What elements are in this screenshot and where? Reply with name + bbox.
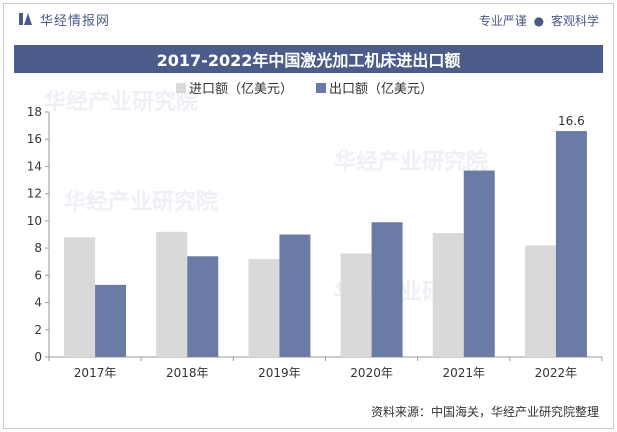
x-tick-label: 2022年 [535,366,578,380]
x-tick-label: 2019年 [258,366,301,380]
legend-swatch-export [316,83,326,93]
chart-title: 2017-2022年中国激光加工机床进出口额 [14,45,603,73]
bar-export [371,222,403,357]
bar-import [340,253,372,357]
bar-export [95,284,127,357]
y-tick-label: 6 [34,268,42,282]
bar-export [555,131,587,357]
bar-import [432,233,464,357]
y-tick-label: 4 [34,296,42,310]
brand: 华经情报网 [18,10,111,29]
y-tick-label: 2 [34,323,42,337]
brand-name: 华经情报网 [40,13,111,29]
x-tick-label: 2018年 [166,366,209,380]
source-note: 资料来源：中国海关，华经产业研究院整理 [370,405,599,419]
bar-import [64,237,96,357]
y-tick-label: 18 [27,105,42,119]
y-tick-label: 10 [27,214,42,228]
y-tick-label: 16 [27,132,42,146]
bar-export [463,170,495,357]
bar-import [524,245,556,357]
y-tick-label: 0 [34,350,42,364]
legend-label-import: 进口额（亿美元） [189,82,293,97]
bar-export [279,234,311,357]
slogan-separator-icon: ● [533,14,545,28]
bar-chart: 0 2 4 6 8 10 12 14 16 18 2017年 2018年 2019年 2020年 2021年… [27,82,603,380]
bar-import [248,259,280,357]
chart-frame: 华经情报网 专业严谨 ● 客观科学 2017-2022年中国激光加工机床进出口额… [3,3,614,429]
data-label: 16.6 [558,114,585,128]
slogan: 专业严谨 ● 客观科学 [479,12,599,29]
x-tick-label: 2017年 [74,366,117,380]
y-tick-label: 8 [34,241,42,255]
y-tick-label: 14 [27,159,42,173]
brand-logo-icon [19,13,32,25]
x-tick-label: 2020年 [350,366,393,380]
slogan-left: 专业严谨 [478,14,527,28]
x-tick-label: 2021年 [442,366,485,380]
legend-swatch-import [176,83,186,93]
legend-label-export: 出口额（亿美元） [329,82,433,97]
top-bar: 华经情报网 专业严谨 ● 客观科学 [4,4,613,34]
bar-import [156,231,188,357]
y-tick-label: 12 [27,187,42,201]
slogan-right: 客观科学 [550,14,599,28]
bar-export [187,256,219,357]
